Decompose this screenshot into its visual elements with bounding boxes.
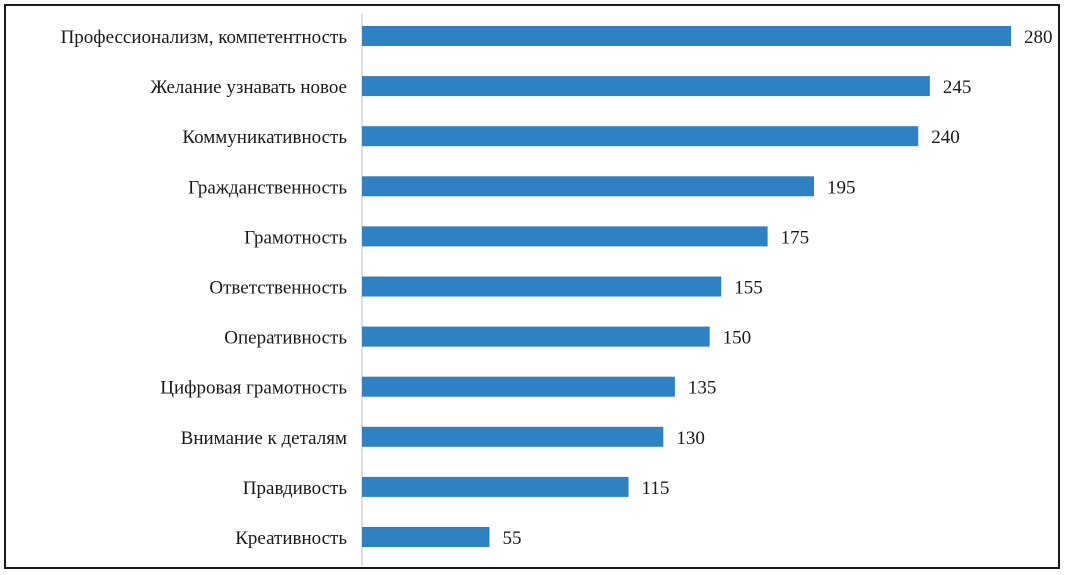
category-label: Гражданственность — [188, 177, 347, 198]
bar-7 — [362, 376, 675, 397]
data-label: 135 — [688, 378, 717, 399]
data-label: 280 — [1024, 27, 1053, 48]
bar-1 — [362, 76, 930, 97]
category-label: Внимание к деталям — [181, 428, 347, 449]
data-label: 240 — [931, 127, 960, 148]
chart-marks: Профессионализм, компетентность 280 Желани… — [61, 26, 1053, 549]
data-label: 130 — [676, 428, 705, 449]
data-label: 175 — [781, 227, 810, 248]
bar-5 — [362, 276, 722, 297]
bar-8 — [362, 426, 664, 447]
category-label: Правдивость — [243, 478, 348, 499]
bar-0 — [362, 26, 1011, 46]
bar-10 — [362, 527, 490, 547]
category-label: Профессионализм, компетентность — [61, 27, 348, 48]
bar-9 — [362, 476, 629, 497]
category-label: Грамотность — [244, 227, 347, 248]
bar-4 — [362, 226, 768, 247]
category-label: Цифровая грамотность — [160, 378, 347, 399]
data-label: 195 — [827, 177, 856, 198]
category-label: Оперативность — [224, 328, 347, 349]
data-label: 150 — [723, 328, 752, 349]
bar-2 — [362, 126, 919, 147]
data-label: 155 — [734, 278, 763, 299]
bar-3 — [362, 176, 814, 197]
category-label: Креативность — [235, 528, 347, 549]
category-label: Желание узнавать новое — [150, 77, 347, 98]
category-label: Коммуникативность — [182, 127, 347, 148]
category-label: Ответственность — [209, 278, 347, 299]
data-label: 115 — [642, 478, 670, 499]
data-label: 245 — [943, 77, 972, 98]
bar-6 — [362, 326, 710, 347]
data-label: 55 — [502, 528, 521, 549]
